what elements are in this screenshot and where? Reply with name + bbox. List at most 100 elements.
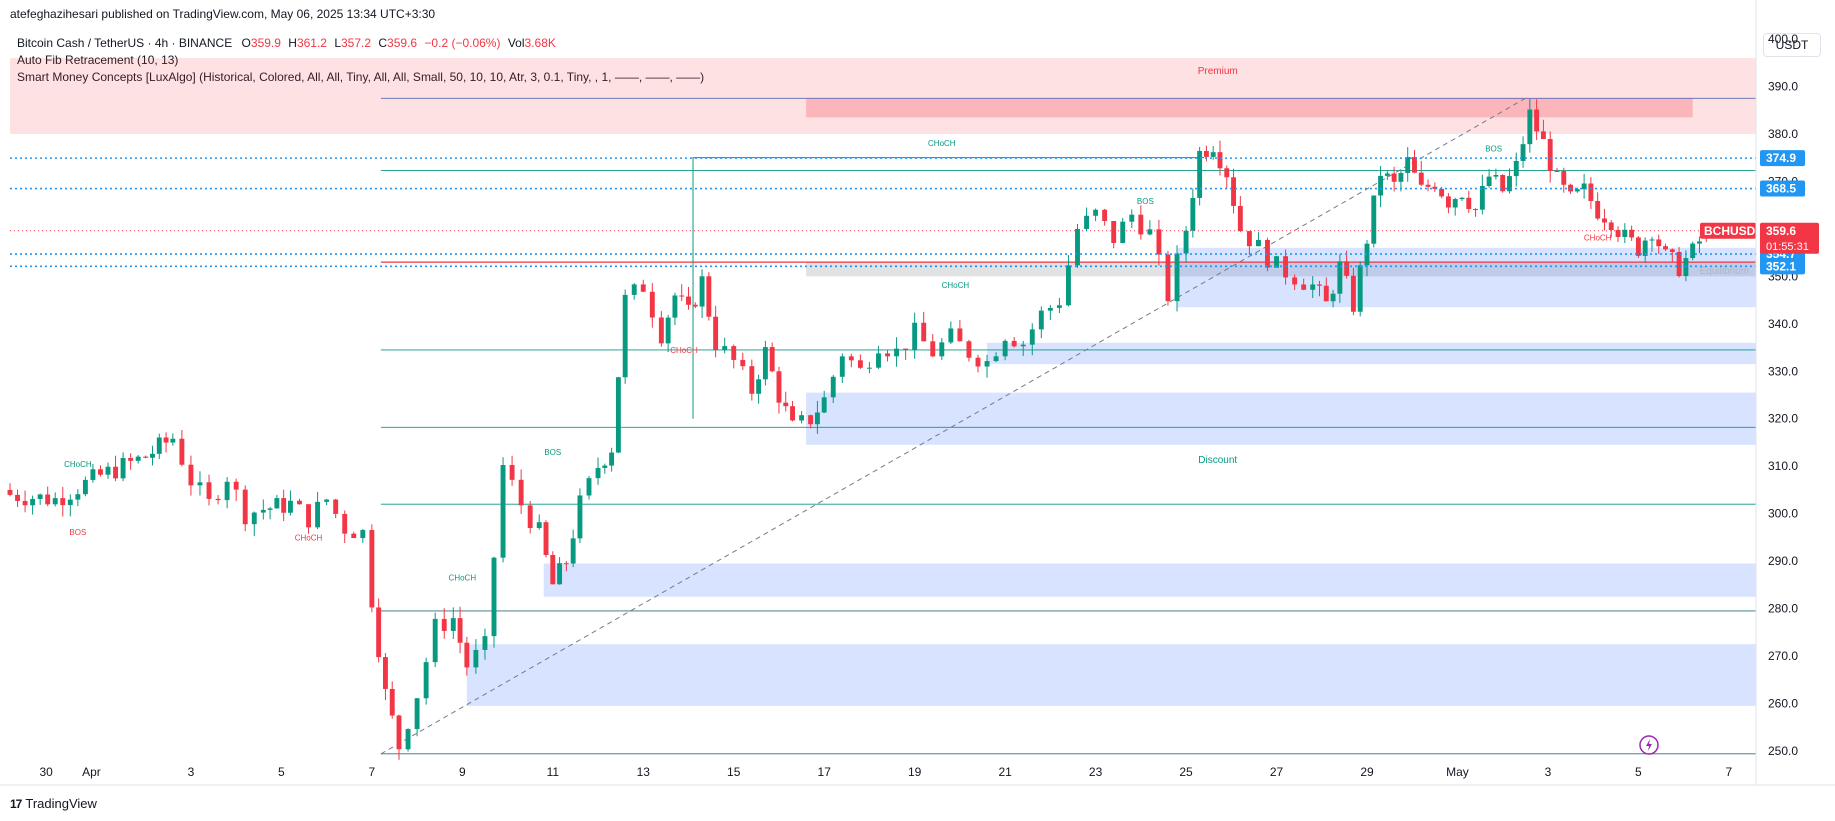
y-tick-label: 310.0: [1768, 459, 1798, 473]
replay-lightning-icon[interactable]: [1639, 735, 1659, 755]
candle-body: [885, 353, 890, 357]
legend-h-value: 361.2: [296, 36, 327, 50]
currency-selector[interactable]: USDT: [1763, 33, 1821, 57]
candle-body: [1561, 171, 1567, 185]
symbol-tag: [1700, 222, 1756, 239]
candle-body: [1138, 214, 1144, 235]
x-tick-label: 30: [40, 765, 54, 779]
candle-body: [1466, 197, 1472, 210]
candle-body: [830, 376, 836, 398]
tradingview-logo[interactable]: 17 TradingView: [10, 796, 97, 811]
candle-body: [1350, 275, 1356, 312]
level-tag-text: 368.5: [1766, 182, 1796, 196]
legend-l-label: L: [334, 36, 341, 50]
legend-indicator-smc[interactable]: Smart Money Concepts [LuxAlgo] (Historic…: [17, 69, 704, 86]
candle-body: [52, 498, 58, 505]
candle-body: [1595, 200, 1601, 219]
x-tick-label: 11: [547, 765, 560, 779]
candle-body: [1479, 185, 1485, 210]
candle-body: [658, 317, 664, 344]
candle-body: [1669, 249, 1675, 252]
candle-body: [1540, 131, 1546, 140]
candle-body: [1405, 157, 1411, 173]
candle-body: [699, 276, 705, 307]
candle-body: [570, 538, 576, 564]
candle-body: [297, 500, 302, 505]
candle-body: [776, 371, 782, 403]
structure-label-10: CHoCH: [1584, 233, 1612, 242]
candle-body: [197, 482, 203, 486]
candle-body: [1391, 173, 1397, 182]
candle-body: [509, 465, 515, 480]
x-tick-label: 21: [998, 765, 1012, 779]
structure-label-1: CHoCH: [64, 460, 92, 469]
candle-body: [1608, 222, 1614, 230]
candle-body: [1231, 177, 1237, 206]
candle-body: [1344, 261, 1350, 276]
candle-body: [324, 499, 330, 502]
candle-body: [1622, 229, 1628, 237]
candle-body: [143, 456, 149, 458]
candle-body: [1310, 284, 1316, 290]
candle-body: [1513, 160, 1519, 177]
candle-body: [756, 379, 762, 394]
legend-o-label: O: [241, 36, 251, 50]
candle-body: [903, 348, 909, 350]
candle-body: [1507, 176, 1512, 192]
candle-body: [1398, 172, 1404, 182]
candle-body: [1111, 220, 1117, 243]
x-tick-label: 9: [459, 765, 466, 779]
candle-body: [536, 522, 542, 528]
legend-symbol-row[interactable]: Bitcoin Cash / TetherUS · 4h · BINANCE O…: [17, 35, 704, 52]
candle-body: [1554, 171, 1560, 173]
candle-body: [622, 294, 628, 378]
candle-body: [1635, 237, 1641, 256]
candle-body: [1224, 168, 1230, 178]
x-tick-label: 7: [1726, 765, 1733, 779]
candle-body: [150, 453, 155, 458]
candle-body: [1473, 209, 1479, 211]
legend-symbol[interactable]: Bitcoin Cash / TetherUS · 4h · BINANCE: [17, 36, 233, 50]
candle-body: [242, 489, 248, 525]
structure-label-2: BOS: [69, 528, 86, 537]
x-tick-label: 27: [1270, 765, 1284, 779]
candle-body: [1246, 231, 1252, 247]
level-tag-text: 352.1: [1766, 259, 1796, 273]
candle-body: [1656, 239, 1662, 247]
legend-c-label: C: [378, 36, 388, 50]
candle-body: [1038, 310, 1044, 330]
candle-body: [1102, 209, 1108, 221]
legend-vol-label: Vol: [507, 36, 525, 50]
candle-body: [260, 509, 266, 513]
x-tick-label: 25: [1179, 765, 1193, 779]
replay-lightning-glyph: [1646, 739, 1652, 751]
candle-body: [984, 361, 990, 367]
candle-body: [414, 698, 420, 730]
candle-body: [894, 348, 900, 357]
candle-body: [396, 715, 402, 750]
candle-body: [1056, 305, 1062, 308]
candle-body: [1129, 214, 1135, 222]
legend-o-value: 359.9: [250, 36, 281, 50]
y-tick-label: 340.0: [1768, 317, 1798, 331]
x-tick-label: 3: [188, 765, 195, 779]
last-price-tag: [1760, 222, 1819, 254]
candle-body: [1642, 240, 1648, 256]
candle-body: [315, 501, 321, 528]
y-tick-label: 320.0: [1768, 412, 1798, 426]
candle-body: [848, 356, 854, 361]
candle-body: [1274, 256, 1279, 268]
legend-indicator-fib[interactable]: Auto Fib Retracement (10, 13): [17, 52, 704, 69]
candle-body: [1174, 253, 1180, 302]
tradingview-brand: TradingView: [25, 796, 97, 811]
y-tick-label: 300.0: [1768, 507, 1798, 521]
candle-body: [769, 347, 775, 372]
y-tick-label: 380.0: [1768, 127, 1798, 141]
structure-label-4: BOS: [544, 448, 561, 457]
candle-body: [405, 729, 411, 750]
candle-body: [1292, 277, 1298, 285]
candle-body: [1418, 172, 1424, 185]
candle-body: [342, 513, 348, 534]
candle-body: [1317, 284, 1322, 286]
